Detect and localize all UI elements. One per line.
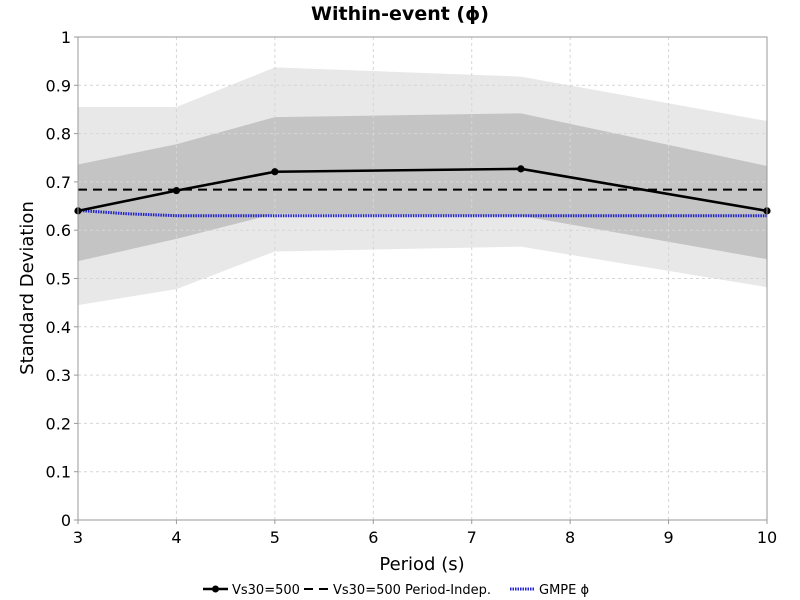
x-tick-label-0: 3 [73,528,83,547]
x-tick-label-5: 8 [565,528,575,547]
chart-title: Within-event (ϕ) [311,3,489,25]
x-tick-label-2: 5 [270,528,280,547]
x-tick-label-4: 7 [467,528,477,547]
y-tick-label-9: 0.9 [46,76,71,95]
y-tick-label-4: 0.4 [46,318,71,337]
x-tick-label-7: 10 [757,528,777,547]
series-line-2 [77,208,767,218]
y-axis-ticks: 0 0.1 0.2 0.3 0.4 0.5 0.6 0.7 0.8 0.9 1 [46,28,78,530]
x-tick-label-6: 9 [663,528,673,547]
x-axis-title: Period (s) [379,554,464,575]
series-point-0-2 [271,168,279,176]
legend-label-2: GMPE ϕ [539,583,589,598]
x-tick-label-1: 4 [171,528,181,547]
series-point-0-1 [172,186,181,195]
y-tick-label-6: 0.6 [46,221,71,240]
uncertainty-bands [78,67,767,306]
series-lines [74,165,771,218]
x-tick-label-3: 6 [368,528,378,547]
legend-label-1: Vs30=500 Period-Indep. [333,583,491,598]
plot-area [74,36,771,521]
band-inner [78,113,767,262]
y-tick-label-0: 0 [61,511,71,530]
y-tick-label-3: 0.3 [46,366,71,385]
y-tick-label-5: 0.5 [46,270,71,289]
x-axis-ticks: 3 4 5 6 7 8 9 10 [73,520,777,547]
legend-label-0: Vs30=500 [232,583,300,598]
y-tick-label-10: 1 [61,28,71,47]
y-axis-title: Standard Deviation [17,201,38,375]
y-tick-label-2: 0.2 [46,414,71,433]
legend: Vs30=500 Vs30=500 Period-Indep. GMPE ϕ [203,583,589,598]
y-tick-label-8: 0.8 [46,125,71,144]
legend-marker-0 [212,585,219,593]
y-tick-label-1: 0.1 [46,463,71,482]
series-point-0-3 [517,165,525,173]
y-tick-label-7: 0.7 [46,173,71,192]
